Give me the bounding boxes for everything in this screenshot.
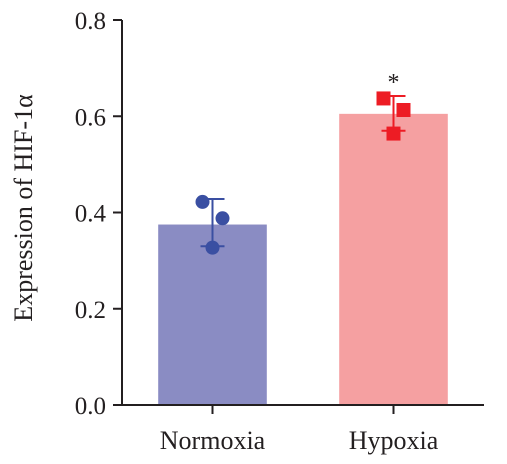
bars-group: [158, 113, 448, 405]
data-point-normoxia: [215, 211, 230, 226]
y-tick-label: 0.2: [75, 297, 106, 324]
data-point-normoxia: [205, 240, 220, 255]
data-point-hypoxia: [386, 126, 401, 141]
y-tick-label: 0.6: [75, 104, 106, 131]
significance-marker: *: [388, 70, 400, 96]
y-tick-label: 0.8: [75, 8, 106, 35]
y-axis-label: Expression of HIF-1α: [9, 94, 38, 322]
x-tick-label-normoxia: Normoxia: [160, 426, 266, 455]
x-ticks-group: Normoxia Hypoxia: [160, 405, 439, 455]
points-group: [195, 91, 411, 255]
data-point-normoxia: [195, 194, 210, 209]
annotations-group: *: [388, 70, 400, 96]
bar-hypoxia: [339, 113, 448, 405]
data-point-hypoxia: [396, 102, 411, 117]
y-tick-label: 0.0: [75, 393, 106, 420]
x-tick-label-hypoxia: Hypoxia: [349, 426, 439, 455]
y-ticks-group: 0.0 0.2 0.4 0.6 0.8: [75, 8, 122, 420]
data-point-hypoxia: [376, 91, 391, 106]
y-tick-label: 0.4: [75, 201, 107, 228]
